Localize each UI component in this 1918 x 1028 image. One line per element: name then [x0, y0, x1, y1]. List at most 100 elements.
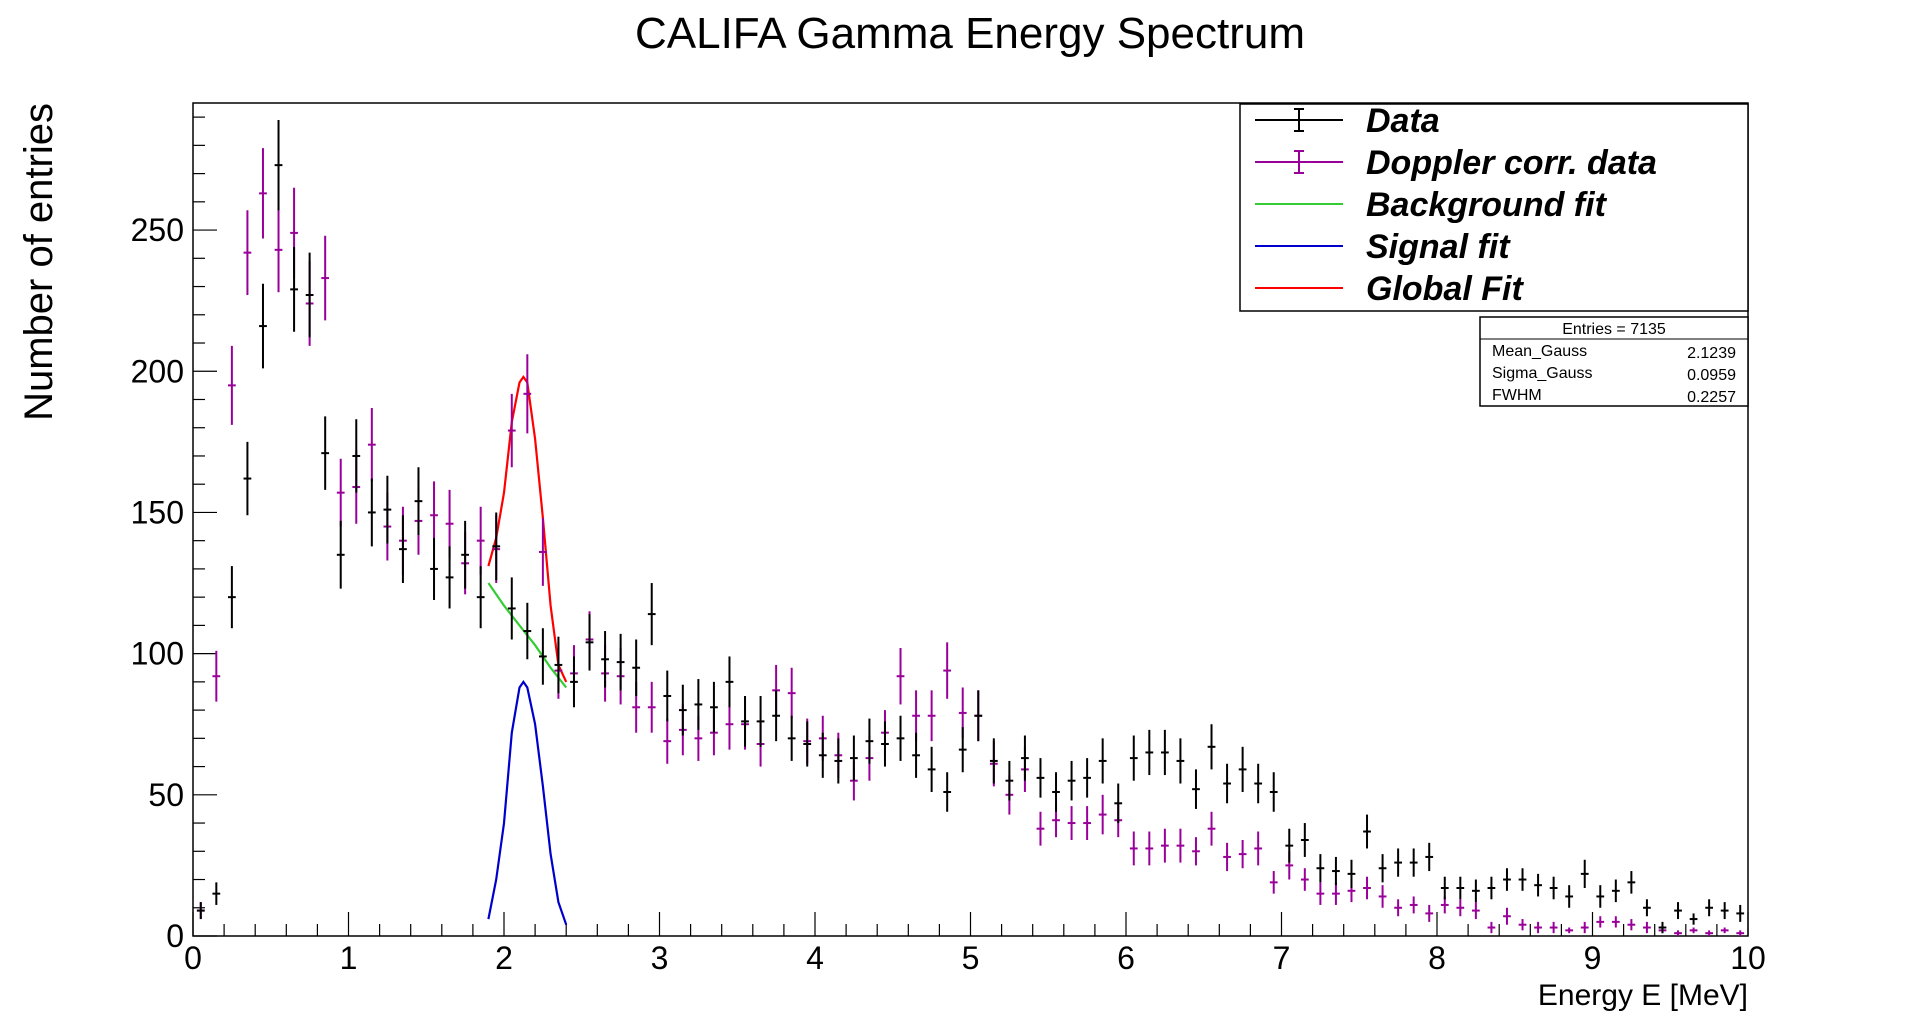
y-tick-label: 100 [131, 636, 184, 672]
data-point-doppler-corr-data [538, 518, 547, 586]
stats-row-name: Sigma_Gauss [1492, 365, 1593, 382]
data-point-data [663, 670, 672, 722]
data-point-doppler-corr-data [476, 506, 485, 575]
data-point-doppler-corr-data [1689, 927, 1698, 934]
data-point-data [1580, 859, 1589, 888]
data-point-data [1005, 760, 1014, 801]
data-point-doppler-corr-data [336, 458, 345, 527]
data-point-doppler-corr-data [787, 667, 796, 719]
data-point-doppler-corr-data [1627, 919, 1636, 931]
legend-item-background-fit: Background fit [1255, 186, 1608, 224]
data-point-data [958, 727, 967, 773]
data-point-data [399, 515, 407, 584]
data-point-data [1083, 758, 1092, 798]
data-point-data [1518, 868, 1527, 891]
fit-line-global-fit [487, 374, 568, 683]
data-point-data [321, 416, 330, 490]
data-point-data [1425, 842, 1434, 872]
data-point-doppler-corr-data [1036, 811, 1045, 846]
legend-item-signal-fit: Signal fit [1255, 228, 1511, 266]
data-point-doppler-corr-data [647, 681, 656, 733]
data-point-doppler-corr-data [1611, 916, 1620, 928]
data-point-data [212, 882, 221, 905]
stats-box: Entries = 7135 Mean_Gauss 2.1239 Sigma_G… [1479, 316, 1749, 407]
data-point-doppler-corr-data [1534, 921, 1542, 934]
data-point-data [1409, 848, 1418, 877]
data-point-doppler-corr-data [1207, 811, 1216, 846]
data-point-data [538, 628, 547, 685]
y-axis: 0 50 100 150 200 250 [131, 116, 217, 954]
data-point-doppler-corr-data [1518, 919, 1527, 931]
data-point-data [1658, 921, 1667, 934]
data-point-data [1316, 854, 1325, 883]
data-point-data [1067, 760, 1076, 801]
data-point-doppler-corr-data [1394, 899, 1403, 917]
data-point-data [1021, 735, 1029, 781]
data-point-data [989, 738, 998, 784]
data-point-data [1565, 885, 1574, 908]
data-point-data [367, 478, 376, 547]
data-point-data [1145, 729, 1154, 776]
data-point-data [1487, 876, 1496, 900]
data-point-data [772, 690, 781, 742]
data-points [196, 119, 1745, 936]
data-point-doppler-corr-data [243, 210, 252, 296]
data-point-doppler-corr-data [1192, 837, 1200, 866]
data-point-data [430, 537, 438, 600]
x-tick-label: 3 [651, 940, 669, 976]
data-point-data [1689, 913, 1698, 925]
data-point-data [1160, 729, 1169, 776]
x-tick-label: 8 [1428, 940, 1446, 976]
data-point-data [694, 679, 703, 730]
data-point-data [305, 252, 314, 338]
data-point-data [1456, 876, 1465, 900]
data-point-data [1705, 899, 1714, 917]
data-point-data [881, 721, 889, 767]
data-point-data [1534, 873, 1542, 897]
data-point-doppler-corr-data [1254, 831, 1263, 866]
x-tick-label: 5 [962, 940, 980, 976]
data-point-doppler-corr-data [1083, 806, 1092, 840]
data-point-data [1596, 885, 1605, 908]
y-tick-label: 0 [166, 918, 184, 954]
data-point-data [243, 441, 252, 516]
data-point-data [616, 633, 625, 691]
data-point-doppler-corr-data [663, 718, 672, 764]
data-point-doppler-corr-data [1176, 828, 1185, 863]
data-point-doppler-corr-data [227, 345, 236, 425]
data-point-doppler-corr-data [1332, 882, 1340, 905]
legend-item-data: Data [1255, 102, 1440, 140]
legend-label: Doppler corr. data [1366, 144, 1657, 182]
data-point-doppler-corr-data [367, 407, 376, 482]
data-point-data [274, 119, 283, 211]
x-axis: 0 1 2 3 4 5 6 7 8 9 10 [184, 912, 1766, 976]
data-point-doppler-corr-data [1674, 930, 1682, 936]
data-point-doppler-corr-data [1456, 899, 1465, 917]
data-point-data [647, 583, 656, 646]
legend-label: Global Fit [1366, 270, 1524, 308]
data-point-data [601, 631, 609, 688]
y-tick-label: 50 [148, 777, 184, 813]
data-point-data [710, 681, 718, 733]
data-point-doppler-corr-data [1549, 921, 1558, 934]
data-point-data [1254, 763, 1263, 804]
data-point-doppler-corr-data [1269, 871, 1278, 894]
data-point-data [865, 718, 874, 764]
data-point-data [1363, 814, 1371, 849]
data-point-data [1285, 828, 1294, 863]
data-point-data [1674, 902, 1682, 920]
data-point-data [1207, 724, 1216, 770]
data-point-data [912, 732, 920, 778]
data-point-doppler-corr-data [1705, 930, 1714, 936]
data-point-data [1611, 879, 1620, 903]
data-point-doppler-corr-data [1098, 794, 1107, 835]
legend-item-global-fit: Global Fit [1255, 270, 1524, 308]
data-point-data [756, 695, 765, 747]
data-point-doppler-corr-data [274, 207, 283, 293]
x-axis-label: Energy E [MeV] [1538, 979, 1748, 1012]
y-tick-label: 250 [131, 212, 184, 248]
data-point-data [1238, 746, 1247, 792]
data-point-doppler-corr-data [1580, 921, 1589, 934]
data-point-data [523, 602, 532, 660]
data-point-doppler-corr-data [1363, 876, 1371, 900]
